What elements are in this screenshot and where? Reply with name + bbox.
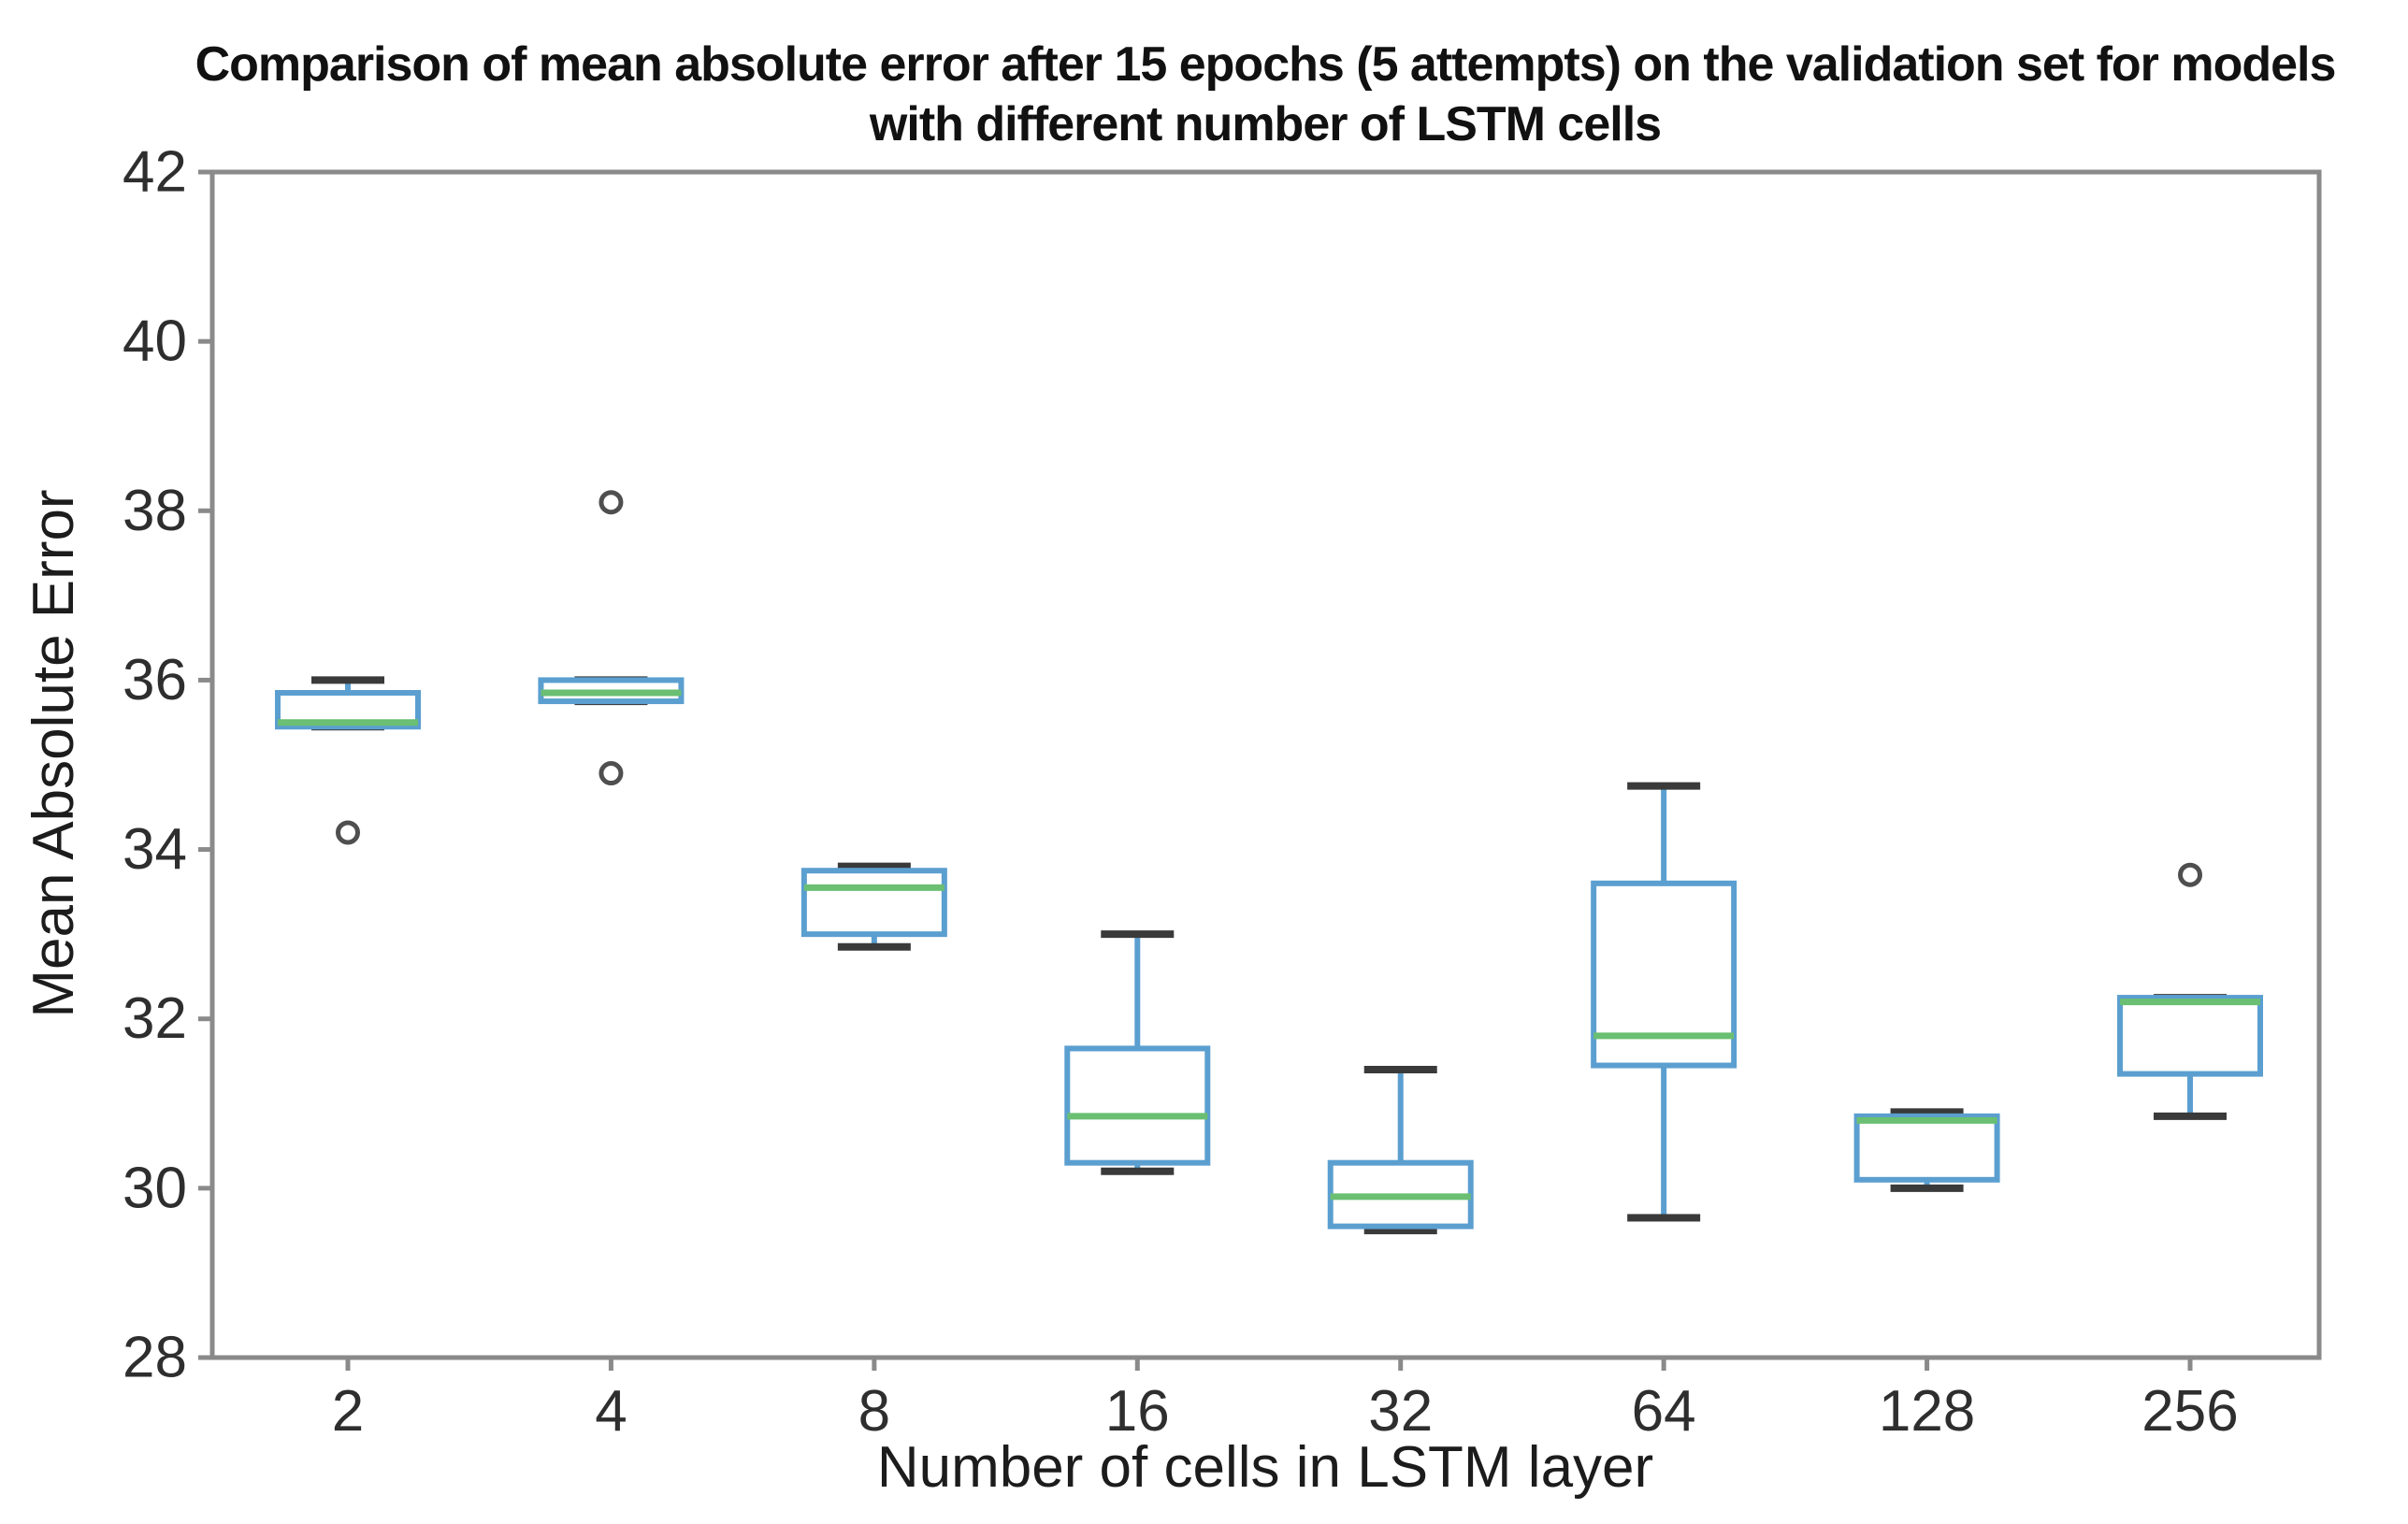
y-tick-label: 30 xyxy=(123,1156,187,1220)
box-group-128 xyxy=(1853,1108,2000,1192)
box-group-8 xyxy=(800,862,947,951)
chart-title-line1: Comparison of mean absolute error after … xyxy=(195,37,2336,92)
box-group-2 xyxy=(275,676,421,845)
y-tick-label: 34 xyxy=(123,817,187,882)
iqr-box xyxy=(800,868,947,938)
outlier-marker xyxy=(336,820,360,845)
y-axis-ticks: 28 30 32 34 36 38 40 42 xyxy=(123,140,212,1390)
iqr-box xyxy=(1064,1045,1211,1166)
box-group-32 xyxy=(1327,1066,1474,1235)
outlier-marker xyxy=(598,490,624,515)
plot-area-frame xyxy=(209,169,2322,1360)
box-group-4 xyxy=(538,490,685,786)
x-tick-label: 4 xyxy=(595,1379,627,1444)
x-tick-label: 32 xyxy=(1368,1379,1433,1444)
iqr-box xyxy=(1853,1113,2000,1183)
outlier-marker xyxy=(2178,862,2203,887)
x-axis-ticks: 2 4 8 16 32 64 128 256 xyxy=(332,1358,2239,1444)
box-series xyxy=(275,490,2264,1235)
box-group-16 xyxy=(1064,930,1211,1175)
x-tick-label: 8 xyxy=(858,1379,890,1444)
x-tick-label: 256 xyxy=(2141,1379,2238,1444)
chart-title-line2: with different number of LSTM cells xyxy=(869,97,1661,151)
y-tick-label: 42 xyxy=(123,140,187,205)
iqr-box xyxy=(2117,995,2264,1077)
y-tick-label: 40 xyxy=(123,309,187,374)
y-tick-label: 38 xyxy=(123,479,187,543)
y-tick-label: 32 xyxy=(123,986,187,1051)
x-tick-label: 2 xyxy=(332,1379,364,1444)
x-tick-label: 128 xyxy=(1879,1379,1975,1444)
outlier-marker xyxy=(598,761,624,786)
box-group-256 xyxy=(2117,862,2264,1120)
x-tick-label: 64 xyxy=(1632,1379,1696,1444)
y-tick-label: 28 xyxy=(123,1326,187,1390)
y-axis-label: Mean Absolute Error xyxy=(22,489,86,1017)
x-tick-label: 16 xyxy=(1105,1379,1170,1444)
y-tick-label: 36 xyxy=(123,648,187,712)
box-group-64 xyxy=(1591,782,1738,1222)
x-axis-label: Number of cells in LSTM layer xyxy=(877,1435,1653,1500)
